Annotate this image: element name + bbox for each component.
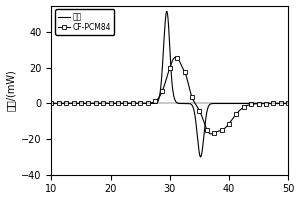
Y-axis label: 热流/(mW): 热流/(mW) bbox=[6, 69, 16, 111]
Legend: 石蜡, CF-PCM84: 石蜡, CF-PCM84 bbox=[55, 9, 114, 35]
